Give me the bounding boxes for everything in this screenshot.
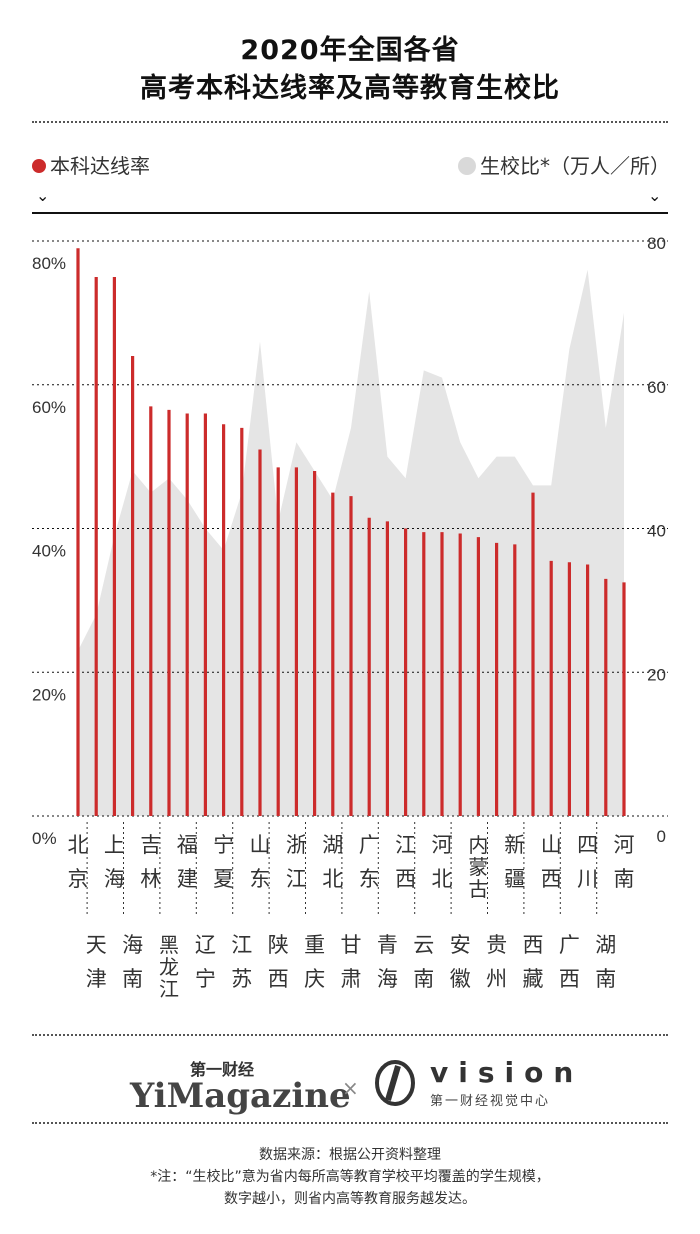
x-tick-label: 京	[68, 867, 89, 891]
y-left-tick: 0%	[32, 829, 57, 848]
x-tick-label: 河	[432, 833, 453, 857]
footnote-line2: 数字越小，则省内高等教育服务越发达。	[224, 1191, 476, 1207]
x-tick-label: 西	[523, 933, 544, 957]
x-tick-label: 江	[395, 833, 416, 857]
x-tick-label: 苏	[231, 967, 252, 991]
x-tick-label: 广	[559, 933, 580, 957]
x-tick-label: 海	[377, 967, 398, 991]
x-tick-label: 重	[304, 933, 325, 957]
x-tick-label: 北	[322, 867, 343, 891]
x-tick-label: 云	[413, 933, 434, 957]
x-tick-label: 上	[104, 833, 125, 857]
x-tick-label: 陕	[268, 933, 289, 957]
x-tick-label: 贵	[486, 933, 507, 957]
x-tick-label: 北	[68, 833, 89, 857]
logo-top-divider	[32, 1034, 668, 1036]
x-tick-label: 西	[559, 967, 580, 991]
x-tick-label: 南	[122, 967, 143, 991]
x-tick-label: 宁	[213, 833, 234, 857]
yimagazine-logo-text: YiMagazine	[130, 1076, 351, 1116]
x-tick-label: 南	[595, 967, 616, 991]
vision-subtitle: 第一财经视觉中心	[430, 1094, 551, 1109]
gray-dot-icon	[458, 156, 476, 175]
x-tick-label: 浙	[286, 833, 307, 857]
y-left-tick: 20%	[32, 685, 66, 704]
chart-title-line2: 高考本科达线率及高等教育生校比	[140, 73, 560, 104]
x-tick-label: 庆	[304, 967, 325, 991]
x-tick-label: 黑	[159, 933, 179, 957]
x-tick-label: 南	[614, 867, 635, 891]
x-tick-label: 四	[577, 833, 598, 857]
y-right-tick: 0	[657, 827, 666, 846]
vision-logo-icon	[375, 1060, 415, 1106]
x-tick-label: 海	[122, 933, 143, 957]
x-tick-label: 湖	[595, 933, 616, 957]
x-tick-label: 西	[268, 967, 289, 991]
logo-area: 第一财经 YiMagazine × vision 第一财经视觉中心	[0, 1050, 700, 1120]
y-left-tick: 80%	[32, 254, 66, 273]
x-tick-label: 青	[377, 933, 398, 957]
red-dot-icon	[32, 158, 46, 173]
x-tick-label: 湖	[322, 833, 343, 857]
legend-right-label: 生校比*（万人／所）	[480, 154, 670, 178]
x-tick-label: 徽	[450, 967, 471, 991]
x-tick-label: 州	[486, 967, 507, 991]
chevron-down-icon-left: ⌄	[36, 186, 50, 205]
yicai-cn-logo-text: 第一财经	[190, 1060, 255, 1079]
x-tick-label: 古	[468, 877, 488, 901]
x-tick-label: 山	[250, 833, 271, 857]
x-tick-label: 宁	[195, 967, 216, 991]
y-right-tick: 60	[647, 378, 666, 397]
x-tick-label: 西	[395, 867, 416, 891]
x-tick-label: 吉	[140, 833, 161, 857]
x-tick-label: 甘	[341, 933, 362, 957]
x-tick-label: 山	[541, 833, 562, 857]
y-left-tick: 60%	[32, 398, 66, 417]
x-tick-label: 龙	[159, 955, 179, 979]
legend-left: 本科达线率	[32, 150, 150, 179]
x-tick-label: 江	[231, 933, 252, 957]
x-tick-label: 北	[432, 867, 453, 891]
x-tick-label: 东	[250, 867, 271, 891]
x-tick-label: 辽	[195, 933, 216, 957]
chart-svg: 80%60%40%20%0%806040200北京天津上海海南吉林黑龙江福建辽宁…	[32, 212, 668, 1001]
y-left-tick: 40%	[32, 542, 66, 561]
chevron-down-icon-right: ⌄	[648, 186, 662, 205]
x-tick-label: 林	[140, 867, 161, 891]
x-tick-label: 疆	[504, 867, 525, 891]
times-separator: ×	[342, 1076, 359, 1100]
x-tick-label: 建	[177, 867, 198, 891]
x-tick-label: 福	[177, 833, 198, 857]
legend-right: 生校比*（万人／所）	[458, 150, 670, 179]
x-tick-label: 东	[359, 867, 380, 891]
x-tick-label: 西	[541, 867, 562, 891]
vision-logo-text: vision	[430, 1056, 584, 1089]
x-tick-label: 海	[104, 867, 125, 891]
x-tick-label: 江	[159, 977, 179, 1001]
x-tick-label: 安	[450, 933, 471, 957]
footnote-line1: *注：“生校比”意为省内每所高等教育学校平均覆盖的学生规模，	[150, 1169, 550, 1185]
y-right-tick: 80	[647, 234, 666, 253]
x-tick-label: 河	[614, 833, 635, 857]
x-tick-label: 川	[577, 867, 598, 891]
x-tick-label: 广	[359, 833, 380, 857]
legend-left-label: 本科达线率	[50, 154, 150, 178]
x-tick-label: 肃	[341, 967, 362, 991]
y-right-tick: 40	[647, 522, 666, 541]
x-tick-label: 津	[86, 967, 107, 991]
top-divider	[32, 121, 668, 123]
x-tick-label: 南	[413, 967, 434, 991]
x-tick-label: 蒙	[468, 855, 488, 879]
x-tick-label: 江	[286, 867, 307, 891]
x-tick-label: 天	[86, 933, 107, 957]
footer-divider	[32, 1122, 668, 1124]
x-tick-label: 新	[504, 833, 525, 857]
x-tick-label: 内	[468, 833, 488, 857]
y-right-tick: 20	[647, 665, 666, 684]
data-source: 数据来源：根据公开资料整理	[259, 1147, 441, 1163]
x-tick-label: 藏	[523, 967, 544, 991]
x-tick-label: 夏	[213, 867, 234, 891]
chart-title-line1: 2020年全国各省	[240, 35, 460, 66]
